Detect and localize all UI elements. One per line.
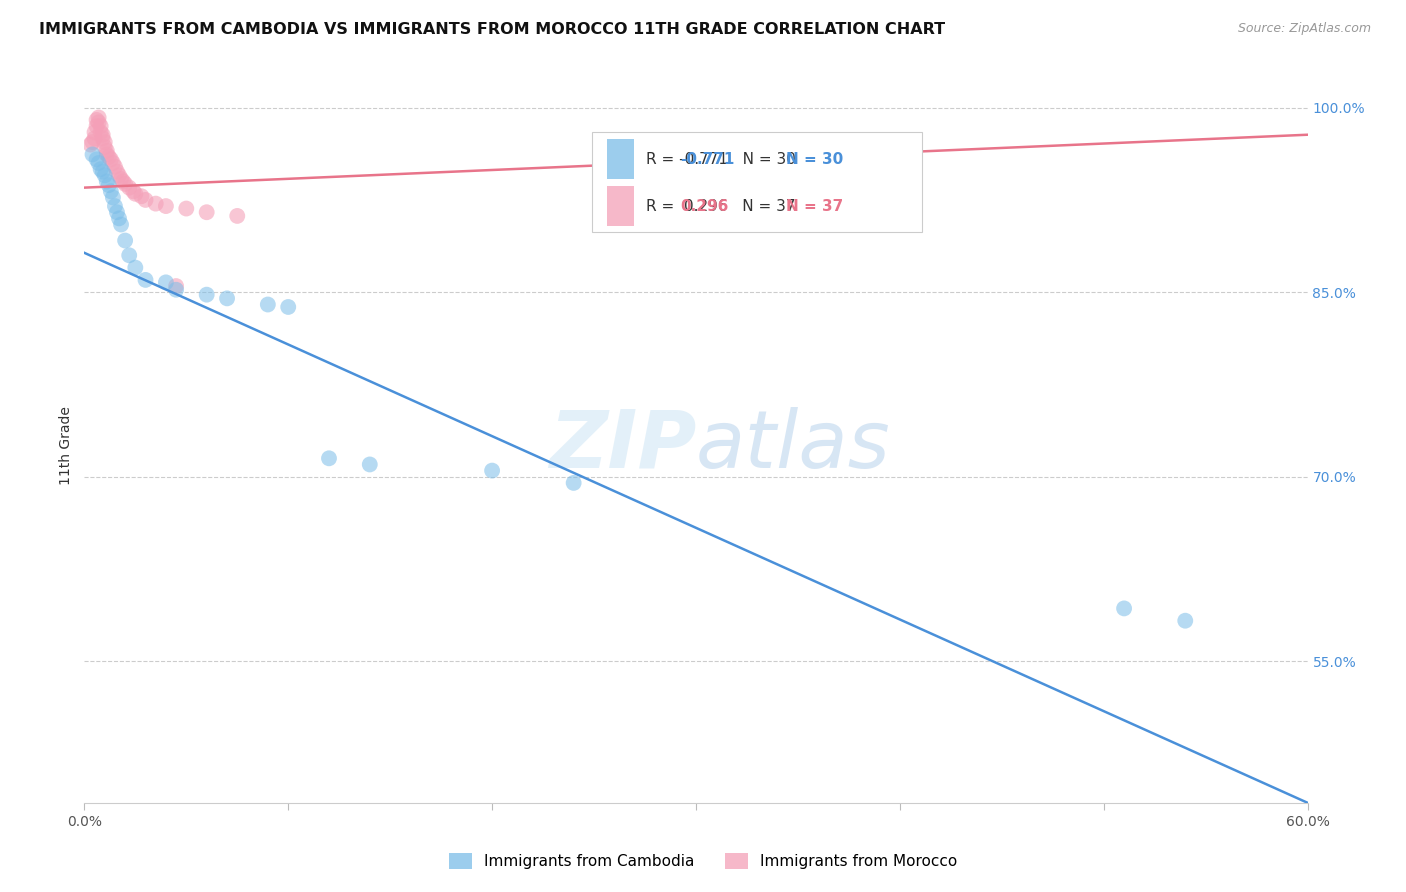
Text: ZIP: ZIP bbox=[548, 407, 696, 485]
Point bbox=[86, 119, 108, 133]
Point bbox=[97, 178, 120, 193]
Point bbox=[96, 144, 118, 158]
Point bbox=[114, 177, 136, 191]
Point bbox=[100, 153, 122, 167]
Point bbox=[131, 189, 153, 203]
Point bbox=[226, 209, 249, 223]
Text: R = -0.771   N = 30: R = -0.771 N = 30 bbox=[645, 152, 796, 167]
Point bbox=[685, 150, 707, 164]
Point bbox=[257, 297, 280, 311]
Point bbox=[104, 160, 127, 174]
Point bbox=[1114, 601, 1136, 615]
Point bbox=[165, 279, 187, 293]
Point bbox=[112, 174, 135, 188]
Text: IMMIGRANTS FROM CAMBODIA VS IMMIGRANTS FROM MOROCCO 11TH GRADE CORRELATION CHART: IMMIGRANTS FROM CAMBODIA VS IMMIGRANTS F… bbox=[39, 22, 945, 37]
Y-axis label: 11th Grade: 11th Grade bbox=[59, 407, 73, 485]
Point bbox=[110, 218, 132, 232]
Text: N = 30: N = 30 bbox=[786, 152, 844, 167]
Point bbox=[217, 291, 239, 305]
Point bbox=[124, 186, 146, 201]
Point bbox=[91, 128, 114, 142]
Point bbox=[91, 164, 114, 178]
Point bbox=[86, 112, 108, 127]
FancyBboxPatch shape bbox=[606, 139, 634, 179]
Point bbox=[93, 135, 115, 149]
Point bbox=[135, 193, 157, 207]
Point bbox=[87, 111, 110, 125]
Point bbox=[562, 475, 585, 490]
Point bbox=[145, 196, 167, 211]
Point bbox=[82, 147, 104, 161]
Point bbox=[83, 131, 105, 145]
Point bbox=[1174, 614, 1197, 628]
Point bbox=[359, 458, 381, 472]
Point bbox=[100, 184, 122, 198]
Point bbox=[101, 156, 124, 170]
Point bbox=[165, 283, 187, 297]
Point bbox=[91, 131, 114, 145]
Point bbox=[114, 234, 136, 248]
Point bbox=[96, 174, 118, 188]
Point bbox=[101, 190, 124, 204]
Point bbox=[318, 451, 340, 466]
Point bbox=[135, 273, 157, 287]
Point bbox=[277, 300, 299, 314]
Point bbox=[108, 211, 131, 226]
Text: 0.296: 0.296 bbox=[681, 199, 728, 214]
Point bbox=[105, 205, 128, 219]
Point bbox=[87, 115, 110, 129]
Point bbox=[82, 135, 104, 149]
Point bbox=[83, 125, 105, 139]
Point bbox=[195, 205, 218, 219]
Point bbox=[97, 150, 120, 164]
Text: Source: ZipAtlas.com: Source: ZipAtlas.com bbox=[1237, 22, 1371, 36]
Point bbox=[104, 199, 127, 213]
Point bbox=[93, 140, 115, 154]
FancyBboxPatch shape bbox=[592, 132, 922, 232]
Point bbox=[86, 153, 108, 167]
Point bbox=[155, 199, 177, 213]
Point bbox=[174, 202, 197, 216]
Text: N = 37: N = 37 bbox=[786, 199, 844, 214]
Point bbox=[90, 119, 112, 133]
FancyBboxPatch shape bbox=[606, 186, 634, 227]
Point bbox=[79, 137, 101, 152]
Point bbox=[96, 147, 118, 161]
Point bbox=[481, 464, 503, 478]
Point bbox=[118, 248, 141, 262]
Point bbox=[90, 125, 112, 139]
Legend: Immigrants from Cambodia, Immigrants from Morocco: Immigrants from Cambodia, Immigrants fro… bbox=[443, 847, 963, 875]
Point bbox=[155, 276, 177, 290]
Point bbox=[110, 172, 132, 186]
Point bbox=[118, 180, 141, 194]
Text: -0.771: -0.771 bbox=[681, 152, 734, 167]
Point bbox=[122, 184, 145, 198]
Point bbox=[124, 260, 146, 275]
Point bbox=[195, 287, 218, 301]
Text: R =  0.296   N = 37: R = 0.296 N = 37 bbox=[645, 199, 796, 214]
Point bbox=[87, 156, 110, 170]
Point bbox=[93, 169, 115, 183]
Point bbox=[90, 162, 112, 177]
Point bbox=[105, 164, 128, 178]
Point bbox=[108, 169, 131, 183]
Text: atlas: atlas bbox=[696, 407, 891, 485]
